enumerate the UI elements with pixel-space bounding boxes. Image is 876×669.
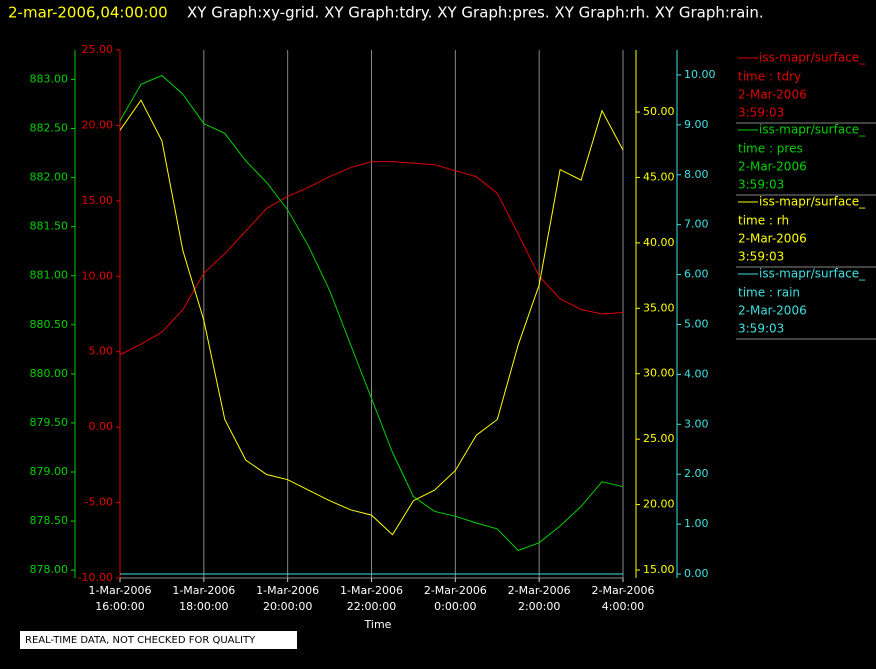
chart-title: XY Graph:xy-grid. XY Graph:tdry. XY Grap… [187,4,764,22]
y-tick-label: 882.50 [30,122,69,135]
y-tick-label: -5.00 [85,496,113,509]
x-tick-label: 1-Mar-2006 [340,584,403,597]
y-tick-label: 879.50 [30,416,69,429]
series-line [119,74,624,552]
y-tick-label: 7.00 [684,218,709,231]
legend-text: time : tdry [738,70,801,84]
y-tick-label: 45.00 [643,170,675,183]
y-tick-label: 9.00 [684,118,709,131]
y-tick-label: 880.50 [30,318,69,331]
y-tick-label: 30.00 [643,367,675,380]
date-title: 2-mar-2006,04:00:00 [8,4,168,22]
legend-text: 2-Mar-2006 [738,88,807,102]
x-tick-label: 2-Mar-2006 [424,584,487,597]
y-tick-label: 6.00 [684,268,709,281]
y-tick-label: 2.00 [684,467,709,480]
y-tick-label: 1.00 [684,517,709,530]
x-tick-label: 1-Mar-2006 [172,584,235,597]
y-tick-label: 20.00 [643,498,675,511]
legend: iss-mapr/surface_time : tdry2-Mar-20063:… [736,51,876,340]
y-tick-label: 878.00 [30,563,69,576]
legend-name: iss-mapr/surface_ [759,267,866,281]
legend-text: 3:59:03 [738,178,784,192]
legend-text: 2-Mar-2006 [738,304,807,318]
legend-text: 2-Mar-2006 [738,232,807,246]
y-tick-label: 40.00 [643,236,675,249]
legend-name: iss-mapr/surface_ [759,123,866,137]
y-tick-label: 0.00 [684,567,709,580]
x-axis-label: Time [364,618,392,631]
series-line [119,161,624,356]
x-tick-label: 2-Mar-2006 [592,584,655,597]
y-tick-label: 4.00 [684,367,709,380]
y-tick-label: 35.00 [643,301,675,314]
y-tick-label: 25.00 [82,43,114,56]
y-tick-label: 883.00 [30,72,69,85]
x-tick-label: 20:00:00 [263,600,312,613]
y-tick-label: 50.00 [643,105,675,118]
x-tick-label: 1-Mar-2006 [89,584,152,597]
y-tick-label: 0.00 [89,420,114,433]
legend-text: time : pres [738,142,803,156]
legend-text: time : rh [738,214,789,228]
y-tick-label: 3.00 [684,417,709,430]
y-tick-label: 15.00 [643,563,675,576]
y-tick-label: 5.00 [89,345,114,358]
y-tick-label: 878.50 [30,514,69,527]
x-tick-label: 4:00:00 [602,600,644,613]
y-tick-label: 10.00 [684,68,716,81]
legend-name: iss-mapr/surface_ [759,195,866,209]
y-tick-label: 882.00 [30,171,69,184]
x-tick-label: 2-Mar-2006 [508,584,571,597]
legend-text: 3:59:03 [738,322,784,336]
y-tick-label: 20.00 [82,118,114,131]
y-tick-label: 880.00 [30,367,69,380]
y-tick-label: 25.00 [643,432,675,445]
y-tick-label: 881.50 [30,220,69,233]
series-line [119,99,624,536]
x-tick-label: 22:00:00 [347,600,396,613]
x-tick-label: 2:00:00 [518,600,560,613]
y-tick-label: 881.00 [30,269,69,282]
y-tick-label: 10.00 [82,269,114,282]
y-tick-label: 5.00 [684,317,709,330]
y-tick-label: -10.00 [78,571,113,584]
y-tick-label: 8.00 [684,168,709,181]
legend-text: 3:59:03 [738,250,784,264]
legend-text: 2-Mar-2006 [738,160,807,174]
legend-name: iss-mapr/surface_ [759,51,866,65]
legend-text: 3:59:03 [738,106,784,120]
footer: REAL-TIME DATA, NOT CHECKED FOR QUALITY [25,635,256,646]
footer-box [20,631,297,649]
y-tick-label: 879.00 [30,465,69,478]
x-tick-label: 18:00:00 [179,600,228,613]
y-tick-label: 15.00 [82,194,114,207]
x-tick-label: 16:00:00 [95,600,144,613]
legend-text: time : rain [738,286,800,300]
x-tick-label: 1-Mar-2006 [256,584,319,597]
x-tick-label: 0:00:00 [434,600,476,613]
